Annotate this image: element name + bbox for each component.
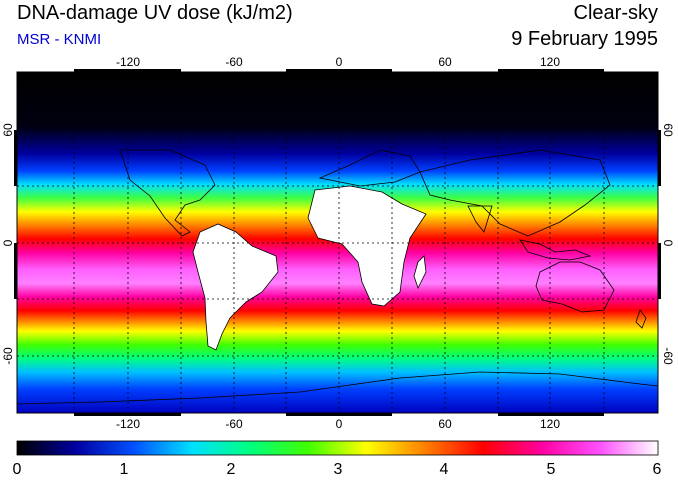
continent-australia xyxy=(535,261,615,313)
colorbar-label: 0 xyxy=(13,461,22,478)
lon-tick-top: -60 xyxy=(225,55,243,69)
lon-tick-top: 60 xyxy=(438,55,452,69)
lon-tick-bottom: 0 xyxy=(336,417,343,431)
lat-tick-right: 60 xyxy=(661,123,675,137)
map-source: MSR - KNMI xyxy=(17,31,102,48)
sky-condition: Clear-sky xyxy=(573,2,658,24)
map-gridlines xyxy=(17,72,658,413)
map-date: 9 February 1995 xyxy=(511,28,658,50)
lon-tick-bottom: -60 xyxy=(225,417,243,431)
lon-tick-top: 0 xyxy=(336,55,343,69)
colorbar-label: 3 xyxy=(334,461,343,478)
islands-indonesia xyxy=(519,239,592,261)
peninsula-india xyxy=(467,205,493,233)
continent-north-america xyxy=(119,149,216,237)
lat-tick-left: 60 xyxy=(1,123,15,137)
lat-tick-right: -60 xyxy=(661,347,675,365)
lat-tick-right: 0 xyxy=(661,240,675,247)
colorbar-label: 6 xyxy=(653,461,662,478)
island-new-zealand xyxy=(635,309,647,329)
lon-tick-bottom: 120 xyxy=(540,417,560,431)
lon-tick-bottom: -120 xyxy=(116,417,140,431)
map-title: DNA-damage UV dose (kJ/m2) xyxy=(17,2,293,24)
lon-tick-top: -120 xyxy=(116,55,140,69)
colorbar xyxy=(16,440,659,456)
island-madagascar xyxy=(413,255,427,290)
continent-south-america xyxy=(192,223,279,351)
colorbar-label: 1 xyxy=(120,461,129,478)
continent-europe xyxy=(318,149,421,187)
lon-tick-bottom: 60 xyxy=(438,417,452,431)
colorbar-label: 4 xyxy=(440,461,449,478)
colorbar-label: 2 xyxy=(227,461,236,478)
lat-tick-left: -60 xyxy=(1,347,15,365)
continent-asia xyxy=(419,149,611,237)
colorbar-label: 5 xyxy=(547,461,556,478)
map-border-ticks xyxy=(14,69,661,416)
lat-tick-left: 0 xyxy=(1,239,15,246)
continent-antarctica xyxy=(17,371,658,405)
lon-tick-top: 120 xyxy=(540,55,560,69)
